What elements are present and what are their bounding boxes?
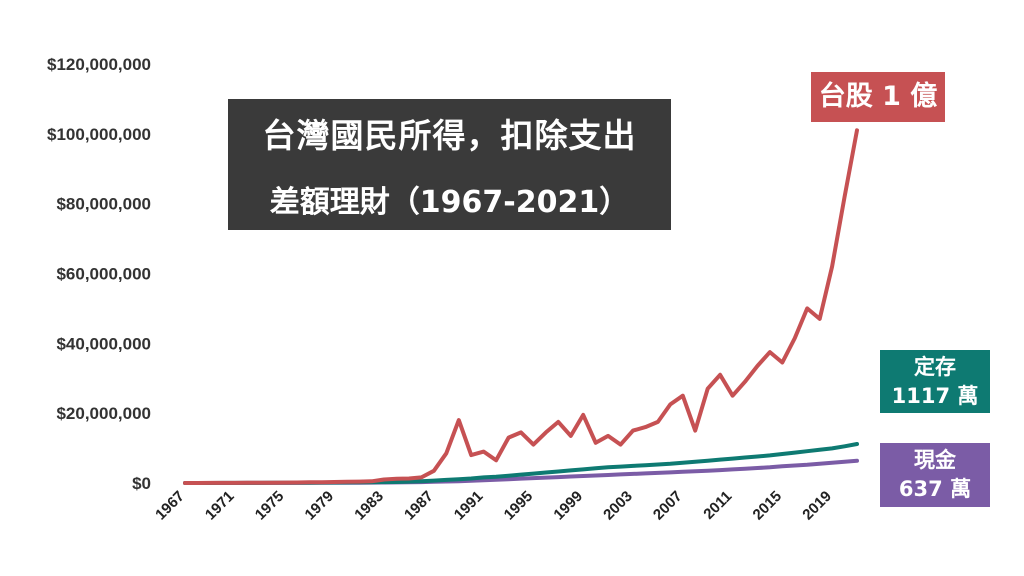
x-tick-label: 2011 xyxy=(700,488,735,523)
x-tick-label: 2019 xyxy=(799,488,835,524)
series-line-2 xyxy=(183,458,859,485)
stock-label: 台股 1 億 xyxy=(818,81,938,112)
y-tick-label: $40,000,000 xyxy=(56,334,151,353)
x-tick-label: 2007 xyxy=(650,488,686,524)
series-line-0 xyxy=(183,128,859,485)
x-tick-label: 1971 xyxy=(202,488,238,524)
chart-title-box: 台灣國民所得，扣除支出 差額理財（1967-2021） xyxy=(228,99,671,230)
x-tick-label: 2003 xyxy=(600,488,636,524)
y-tick-label: $60,000,000 xyxy=(56,265,151,284)
y-tick-label: $80,000,000 xyxy=(56,195,151,214)
deposit-label-tag: 定存 1117 萬 xyxy=(880,350,990,413)
x-axis-ticks: 1967 1971 1975 1979 1983 1987 1991 1995 1999 2003… xyxy=(152,488,835,524)
x-tick-label: 1987 xyxy=(401,488,437,524)
series-lines xyxy=(183,128,859,485)
x-tick-label: 2015 xyxy=(750,488,786,524)
x-tick-label: 1991 xyxy=(451,488,487,524)
y-tick-label: $120,000,000 xyxy=(47,55,151,74)
y-tick-label: $100,000,000 xyxy=(47,125,151,144)
y-tick-label: $0 xyxy=(132,474,151,493)
cash-label-line1: 現金 xyxy=(914,448,956,472)
chart-title-line1: 台灣國民所得，扣除支出 xyxy=(262,116,637,155)
x-tick-label: 1995 xyxy=(501,488,537,524)
x-tick-label: 1983 xyxy=(351,488,387,524)
x-tick-label: 1979 xyxy=(302,488,338,524)
chart-title-line2: 差額理財（1967-2021） xyxy=(269,185,630,220)
cash-label-tag: 現金 637 萬 xyxy=(880,443,990,507)
x-tick-label: 1967 xyxy=(152,488,188,524)
x-tick-label: 1999 xyxy=(550,488,586,524)
deposit-label-line2: 1117 萬 xyxy=(891,384,979,408)
x-tick-label: 1975 xyxy=(252,488,288,524)
deposit-label-line1: 定存 xyxy=(914,355,956,379)
cash-label-line2: 637 萬 xyxy=(898,477,972,501)
y-axis-ticks: $0 $20,000,000 $40,000,000 $60,000,000 $80,0… xyxy=(47,55,151,493)
stock-label-tag: 台股 1 億 xyxy=(811,72,945,122)
y-tick-label: $20,000,000 xyxy=(56,404,151,423)
